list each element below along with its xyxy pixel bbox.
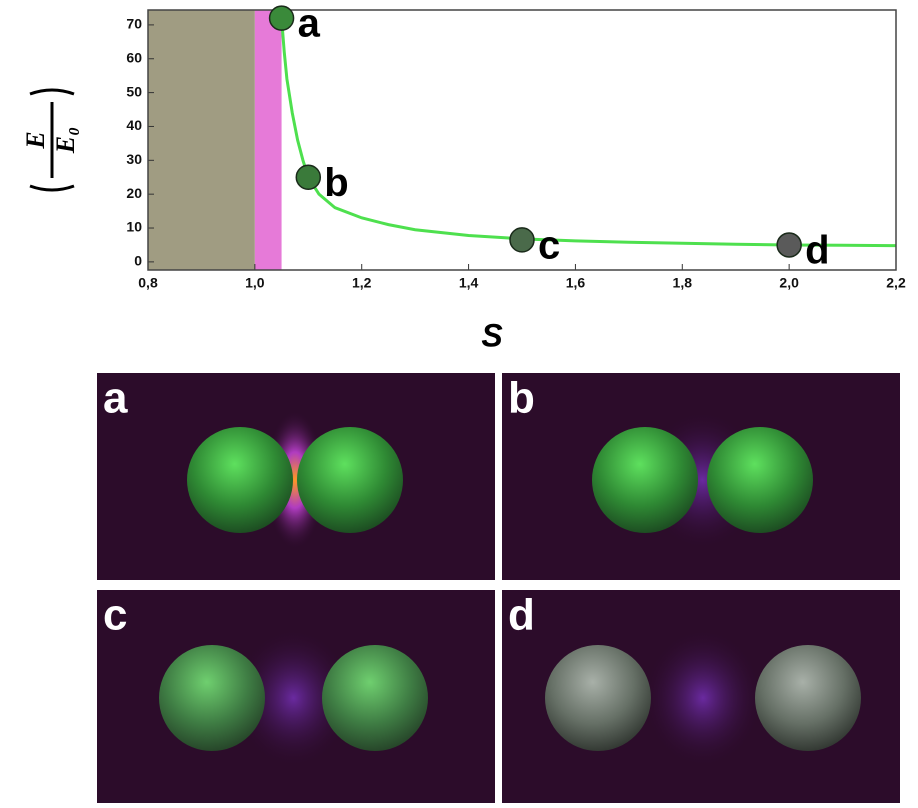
point-label: b (324, 161, 348, 205)
sphere (297, 427, 403, 533)
numerator: E (21, 131, 50, 149)
sphere (159, 645, 265, 751)
region (148, 10, 255, 270)
y-tick-label: 10 (126, 219, 142, 235)
x-tick-label: 1,0 (245, 275, 265, 291)
point (777, 233, 801, 257)
x-axis-label: S (481, 317, 503, 353)
y-tick-label: 30 (126, 151, 142, 167)
y-tick-label: 20 (126, 185, 142, 201)
point-label: a (298, 2, 321, 46)
panel-label: b (508, 374, 535, 423)
glow (643, 628, 763, 768)
sphere (707, 427, 813, 533)
denominator: E₀ (51, 127, 80, 154)
y-tick-label: 0 (134, 253, 142, 269)
point-label: c (538, 223, 560, 267)
figure: S 0 10 20 30 40 50 60 70 0,8 1,0 1,2 1,4 1,6 1,8 2,0 2,… (0, 0, 918, 803)
panel-label: a (103, 374, 128, 423)
x-tick-label: 0,8 (138, 275, 158, 291)
panel-label: c (103, 591, 127, 640)
x-tick-label: 1,6 (566, 275, 586, 291)
y-tick-label: 40 (126, 117, 142, 133)
y-axis-label: E E₀ (21, 90, 80, 190)
region (255, 10, 282, 270)
x-tick-label: 1,8 (673, 275, 693, 291)
y-tick-label: 50 (126, 83, 142, 99)
x-tick-label: 1,2 (352, 275, 372, 291)
y-tick-label: 70 (126, 16, 142, 32)
x-tick-label: 2,0 (779, 275, 799, 291)
sphere (187, 427, 293, 533)
sphere (755, 645, 861, 751)
x-tick-label: 2,2 (886, 275, 906, 291)
sphere (545, 645, 651, 751)
point (270, 6, 294, 30)
sphere (592, 427, 698, 533)
point (510, 228, 534, 252)
y-tick-label: 60 (126, 49, 142, 65)
point-label: d (805, 229, 829, 273)
panel-label: d (508, 591, 535, 640)
point (296, 165, 320, 189)
paren (30, 90, 74, 94)
paren (30, 186, 74, 190)
sphere (322, 645, 428, 751)
x-tick-label: 1,4 (459, 275, 479, 291)
page: S 0 10 20 30 40 50 60 70 0,8 1,0 1,2 1,4 1,6 1,8 2,0 2,… (0, 0, 918, 803)
